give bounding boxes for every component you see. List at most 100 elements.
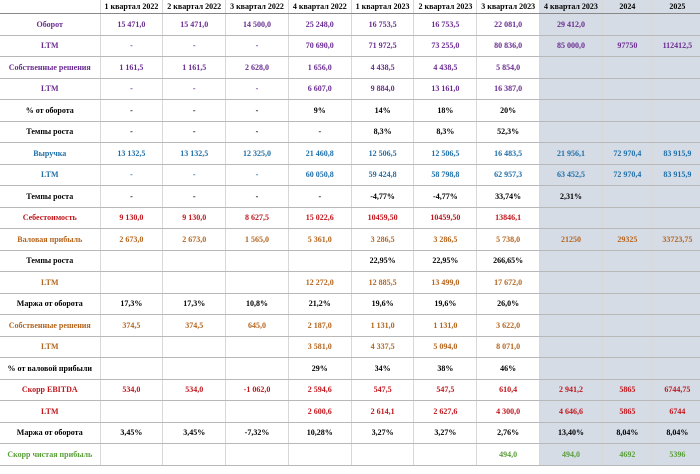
table-cell: 12 885,5 (351, 271, 415, 294)
table-cell (652, 271, 700, 294)
table-cell: 3 286,5 (351, 228, 415, 251)
table-cell: 33,74% (476, 185, 541, 208)
header-row: 1 квартал 2022 2 квартал 2022 3 квартал 20… (0, 0, 700, 14)
column-header: 2 квартал 2023 (413, 0, 478, 14)
table-cell: 3,45% (100, 422, 164, 444)
table-cell (539, 121, 603, 143)
table-row: % от оборота - - -9% 14% 18% 20% (0, 99, 700, 122)
table-cell: 17,3% (162, 293, 227, 315)
column-header: 3 квартал 2022 (225, 0, 289, 14)
table-row: LTM 12 272,0 12 885,5 13 499,0 17 672,0 (0, 271, 700, 294)
table-cell: -4,77% (351, 185, 415, 208)
table-cell: 18% (413, 99, 478, 122)
table-cell: 494,0 (539, 443, 603, 466)
table-cell (539, 99, 603, 122)
table-cell: 21 460,8 (288, 142, 352, 165)
table-cell (351, 443, 415, 466)
table-cell (602, 99, 653, 122)
table-cell: 547,5 (351, 379, 415, 401)
row-label: Темпы роста (0, 250, 101, 272)
table-cell (652, 314, 700, 337)
table-cell (225, 400, 289, 423)
table-row: Валовая прибыль 2 673,0 2 673,0 1 565,0 5 36… (0, 228, 700, 251)
table-cell (100, 357, 164, 380)
table-cell: 14 500,0 (225, 13, 289, 36)
table-cell: - (162, 185, 227, 208)
table-cell: 62 957,3 (476, 164, 541, 186)
column-header: 1 квартал 2022 (100, 0, 164, 14)
table-cell (652, 13, 700, 36)
table-cell (539, 336, 603, 358)
table-cell: 1 131,0 (351, 314, 415, 337)
table-cell: 70 690,0 (288, 35, 352, 57)
row-label: LTM (0, 164, 101, 186)
table-cell (539, 357, 603, 380)
column-header: 2 квартал 2022 (162, 0, 227, 14)
table-cell: - (100, 35, 164, 57)
table-cell: 14% (351, 99, 415, 122)
table-cell: 9 130,0 (100, 207, 164, 229)
row-label: Маржа от оборота (0, 293, 101, 315)
table-cell (652, 250, 700, 272)
table-cell: 8,3% (351, 121, 415, 143)
table-cell (100, 336, 164, 358)
table-cell: 15 022,6 (288, 207, 352, 229)
table-cell (652, 336, 700, 358)
table-cell (225, 357, 289, 380)
table-cell: 80 836,0 (476, 35, 541, 57)
table-cell: - (162, 35, 227, 57)
table-cell: 4 438,5 (351, 56, 415, 79)
table-cell: 33723,75 (652, 228, 700, 251)
table-row: % от валовой прибыли 29% 34% 38% 46% (0, 357, 700, 380)
table-cell: 266,65% (476, 250, 541, 272)
row-label: Темпы роста (0, 121, 101, 143)
table-cell: 3,27% (351, 422, 415, 444)
table-cell (652, 99, 700, 122)
row-label: LTM (0, 400, 101, 423)
table-cell: 8,3% (413, 121, 478, 143)
table-cell (288, 250, 352, 272)
table-cell (602, 121, 653, 143)
table-cell: 21250 (539, 228, 603, 251)
table-cell: 2 673,0 (162, 228, 227, 251)
row-label: Себестоимость (0, 207, 101, 229)
table-cell: 4 438,5 (413, 56, 478, 79)
table-row: Скорр EBITDA 534,0 534,0 -1 062,0 2 594,6 547… (0, 379, 700, 401)
table-cell (539, 250, 603, 272)
column-header: 2024 (602, 0, 653, 14)
table-cell (162, 271, 227, 294)
table-cell: 5 738,0 (476, 228, 541, 251)
table-cell: 9% (288, 99, 352, 122)
table-cell: - (225, 35, 289, 57)
table-cell: -1 062,0 (225, 379, 289, 401)
table-cell: 5865 (602, 379, 653, 401)
table-cell: 85 000,0 (539, 35, 603, 57)
table-row: LTM - - -6 607,0 9 884,0 13 161,0 16 387,0 (0, 78, 700, 100)
table-cell: 534,0 (162, 379, 227, 401)
table-cell (602, 207, 653, 229)
table-cell: - (162, 78, 227, 100)
table-row: Темпы роста - - - -8,3% 8,3% 52,3% (0, 121, 700, 143)
table-cell: 19,6% (413, 293, 478, 315)
table-cell: - (225, 99, 289, 122)
table-row: Собственные решения 1 161,5 1 161,5 2 628,0… (0, 56, 700, 79)
table-cell (652, 121, 700, 143)
table-cell: 97750 (602, 35, 653, 57)
table-cell: 5396 (652, 443, 700, 466)
column-header: 1 квартал 2023 (351, 0, 415, 14)
table-cell: 13846,1 (476, 207, 541, 229)
table-row: LTM - - -70 690,0 71 972,5 73 255,0 80 836,0 85… (0, 35, 700, 57)
table-cell: 6744 (652, 400, 700, 423)
table-cell (602, 250, 653, 272)
row-label: Темпы роста (0, 185, 101, 208)
table-cell: - (225, 164, 289, 186)
table-cell: 10,28% (288, 422, 352, 444)
table-cell: 3,45% (162, 422, 227, 444)
table-cell (602, 271, 653, 294)
table-cell: 494,0 (476, 443, 541, 466)
table-cell: 83 915,9 (652, 142, 700, 165)
table-cell: 1 131,0 (413, 314, 478, 337)
table-cell: - (288, 121, 352, 143)
table-cell (100, 271, 164, 294)
table-cell: 12 506,5 (413, 142, 478, 165)
